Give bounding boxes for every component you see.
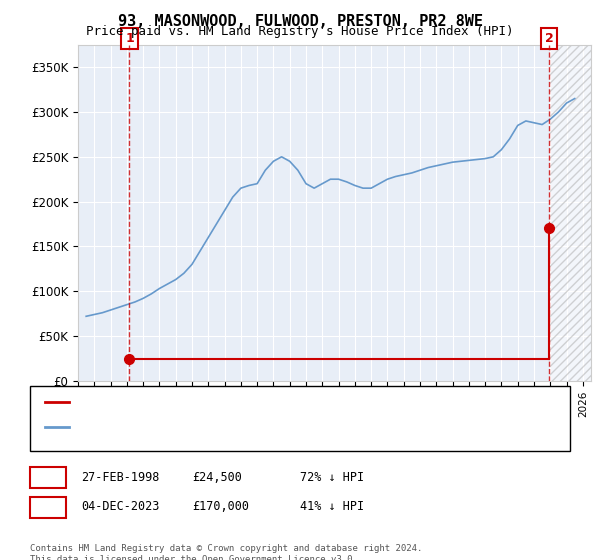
Text: 93, MASONWOOD, FULWOOD, PRESTON, PR2 8WE: 93, MASONWOOD, FULWOOD, PRESTON, PR2 8WE (118, 14, 482, 29)
Text: £24,500: £24,500 (192, 470, 242, 484)
Bar (550, 22, 591, 381)
Text: 2: 2 (545, 32, 553, 45)
Text: Contains HM Land Registry data © Crown copyright and database right 2024.
This d: Contains HM Land Registry data © Crown c… (30, 544, 422, 560)
Text: Price paid vs. HM Land Registry's House Price Index (HPI): Price paid vs. HM Land Registry's House … (86, 25, 514, 38)
Text: 93, MASONWOOD, FULWOOD, PRESTON, PR2 8WE (detached house): 93, MASONWOOD, FULWOOD, PRESTON, PR2 8WE… (72, 401, 428, 411)
Text: £170,000: £170,000 (192, 500, 249, 514)
Text: 1: 1 (125, 32, 134, 45)
Text: 1: 1 (44, 471, 52, 484)
Text: 04-DEC-2023: 04-DEC-2023 (81, 500, 160, 514)
Text: HPI: Average price, detached house, Preston: HPI: Average price, detached house, Pres… (72, 426, 341, 436)
Text: 2: 2 (44, 501, 52, 514)
Text: 72% ↓ HPI: 72% ↓ HPI (300, 470, 364, 484)
Text: 27-FEB-1998: 27-FEB-1998 (81, 470, 160, 484)
Text: 41% ↓ HPI: 41% ↓ HPI (300, 500, 364, 514)
